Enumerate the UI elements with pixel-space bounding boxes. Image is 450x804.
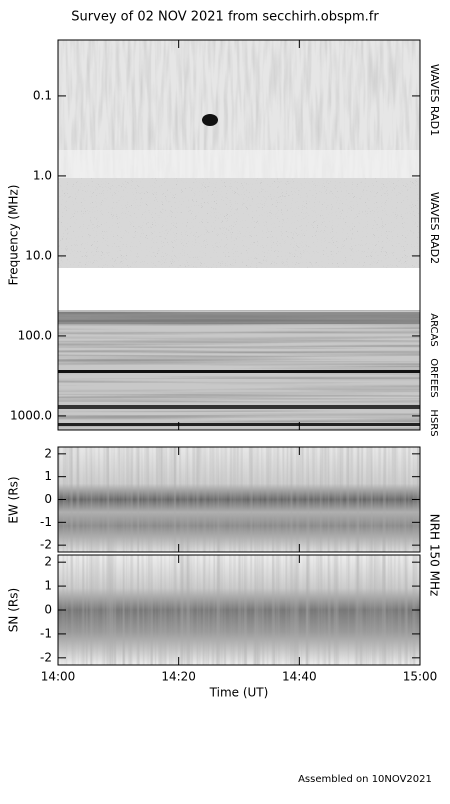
frame: [57, 39, 421, 431]
x-tick-label: 14:40: [282, 670, 317, 684]
spectrogram: [58, 40, 420, 430]
title: Survey of 02 NOV 2021 from secchirh.obsp…: [71, 10, 379, 25]
y-tick-label: 0.1: [33, 88, 52, 102]
y-tick-label: -2: [40, 538, 52, 552]
instrument-label: HSRS: [428, 409, 439, 436]
y-tick-label: -1: [40, 626, 52, 640]
y-tick-label: 1.0: [33, 168, 52, 182]
instrument-label: ARCAS: [428, 313, 439, 346]
y-tick-label: -1: [40, 515, 52, 529]
nrh-images: [58, 447, 420, 665]
instrument-label: NRH 150 MHz: [428, 514, 442, 597]
y-tick-label: 0: [44, 603, 52, 617]
y-tick-label: 1: [44, 579, 52, 593]
instrument-label: WAVES RAD2: [428, 192, 441, 264]
y-tick-label: 1000.0: [10, 408, 52, 422]
x-axis-label: Time (UT): [209, 686, 269, 700]
instrument-label: WAVES RAD1: [428, 64, 441, 136]
y-axis-label: EW (Rs): [7, 476, 21, 523]
y-tick-label: 2: [44, 446, 52, 460]
x-tick-label: 15:00: [403, 670, 438, 684]
y-tick-label: 100.0: [18, 328, 52, 342]
y-tick-label: 1: [44, 469, 52, 483]
y-tick-label: 10.0: [25, 248, 52, 262]
y-tick-label: -2: [40, 650, 52, 664]
y-axis-label: Frequency (MHz): [7, 185, 21, 286]
x-tick-label: 14:00: [41, 670, 76, 684]
y-axis-label: SN (Rs): [7, 588, 21, 632]
footer: Assembled on 10NOV2021: [298, 774, 432, 785]
y-tick-label: 2: [44, 555, 52, 569]
instrument-label: ORFEES: [428, 358, 439, 398]
x-tick-label: 14:20: [161, 670, 196, 684]
y-tick-label: 0: [44, 492, 52, 506]
